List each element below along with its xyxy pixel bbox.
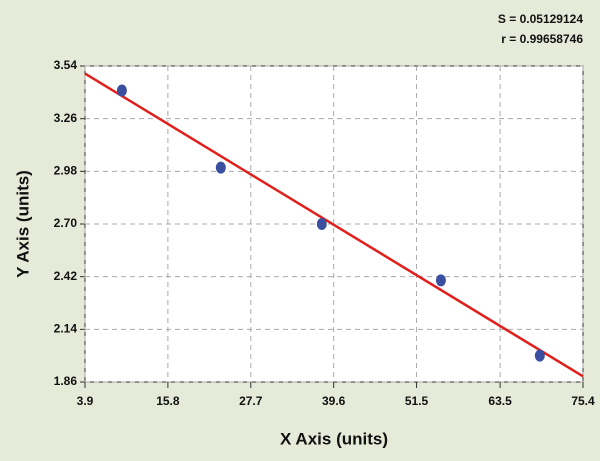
x-tick-label: 27.7 bbox=[239, 394, 263, 408]
x-tick-label: 3.9 bbox=[77, 394, 94, 408]
y-tick-label: 2.42 bbox=[54, 269, 78, 283]
annotation: r = 0.99658746 bbox=[501, 32, 583, 46]
annotation: S = 0.05129124 bbox=[498, 12, 583, 26]
y-tick-label: 2.98 bbox=[54, 164, 78, 178]
data-point bbox=[215, 161, 226, 174]
y-tick-label: 3.26 bbox=[54, 111, 78, 125]
data-point bbox=[316, 218, 327, 230]
data-point bbox=[534, 349, 545, 362]
x-axis-title: X Axis (units) bbox=[280, 429, 388, 448]
x-tick-label: 39.6 bbox=[322, 394, 346, 408]
x-tick-label: 63.5 bbox=[488, 394, 512, 408]
x-tick-label: 51.5 bbox=[405, 394, 429, 408]
y-tick-label: 3.54 bbox=[54, 58, 78, 72]
y-tick-label: 2.70 bbox=[54, 216, 78, 230]
fit-line bbox=[84, 72, 584, 378]
y-axis-title: Y Axis (units) bbox=[13, 170, 32, 278]
data-point bbox=[435, 274, 446, 287]
y-tick-label: 1.86 bbox=[54, 374, 78, 388]
data-point bbox=[116, 84, 127, 97]
x-tick-label: 15.8 bbox=[156, 394, 180, 408]
x-tick-label: 75.4 bbox=[571, 394, 595, 408]
y-tick-label: 2.14 bbox=[54, 322, 78, 336]
